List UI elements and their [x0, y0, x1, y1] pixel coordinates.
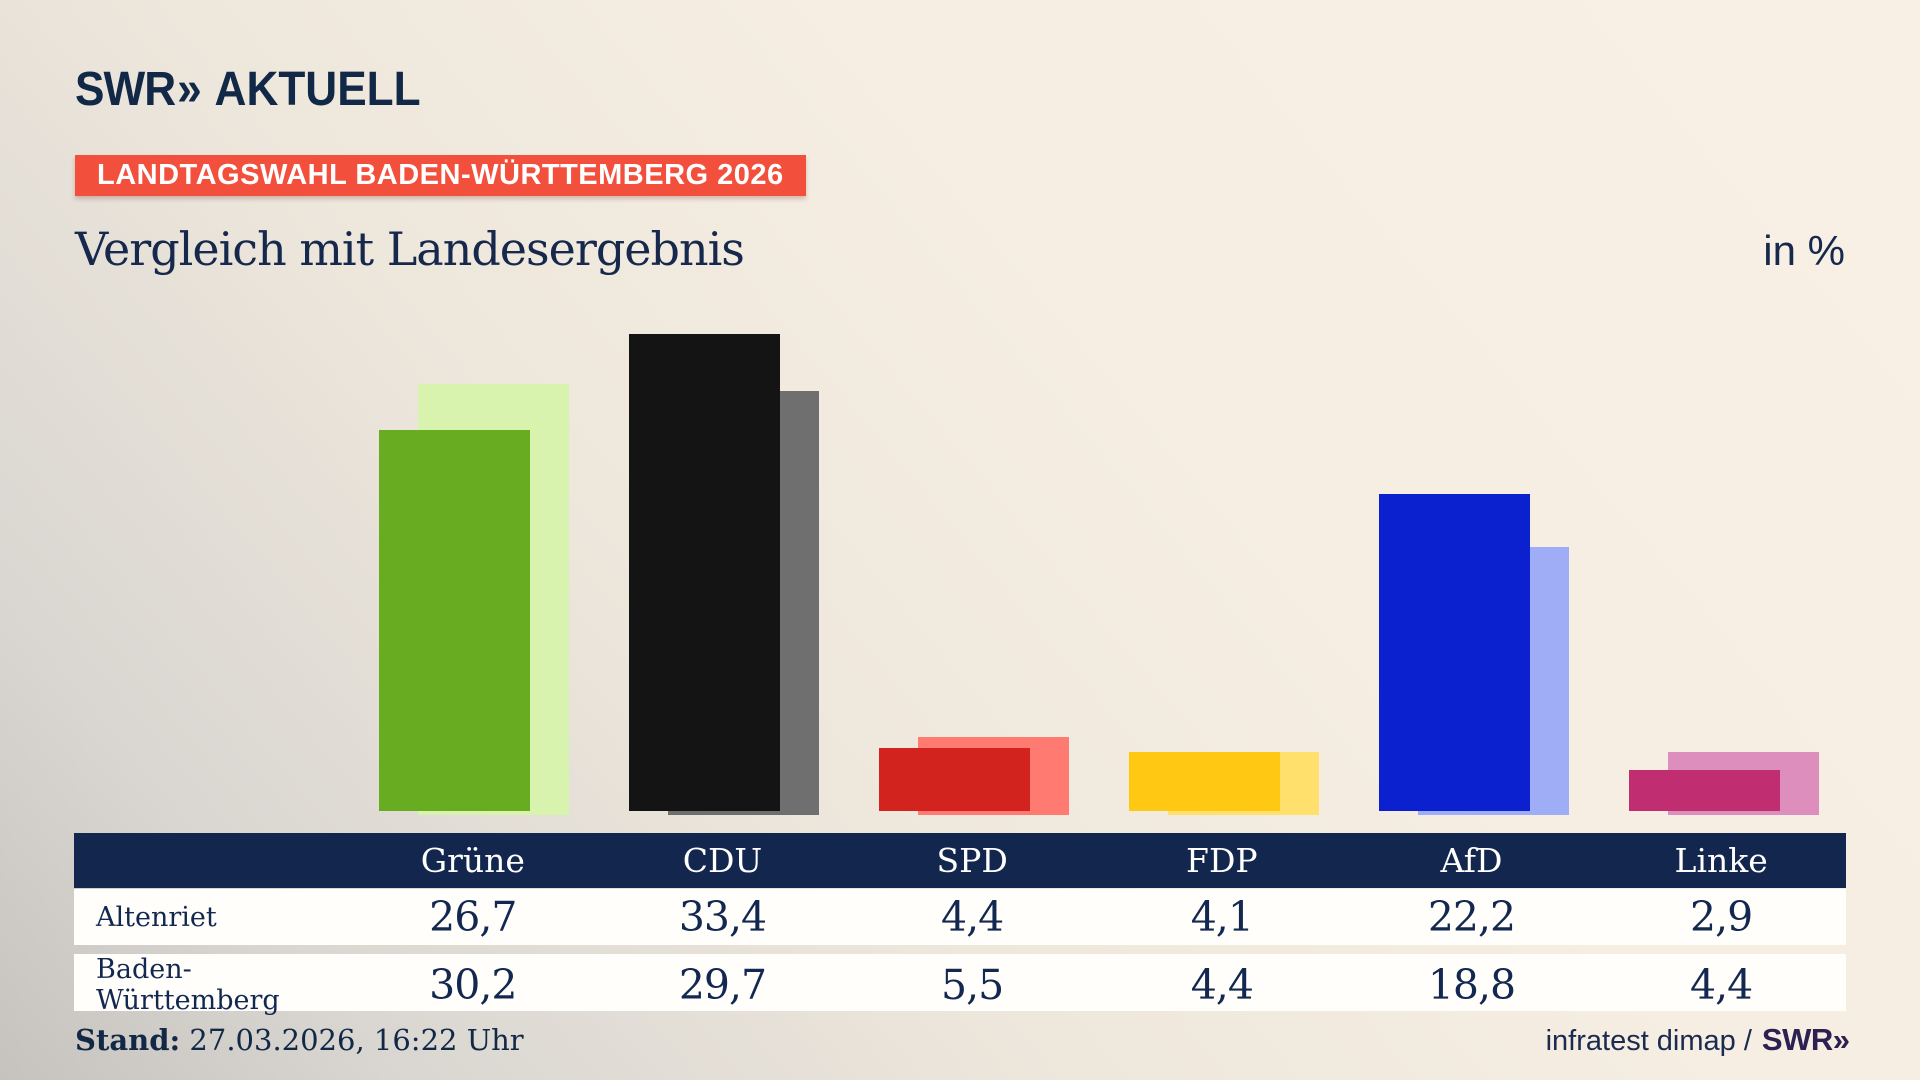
value-cell: 30,2	[429, 961, 517, 1009]
table-header-afd: AfD	[1440, 841, 1503, 880]
bar-grune-altenriet	[379, 430, 530, 811]
swr-logo-small: SWR»	[1761, 1022, 1850, 1058]
table-row-altenriet: Altenriet 26,7 33,4 4,4 4,1 22,2 2,9	[74, 889, 1846, 945]
footer: Stand: 27.03.2026, 16:22 Uhr infratest d…	[75, 1022, 1851, 1058]
bar-spd-altenriet	[879, 748, 1030, 811]
table-header-row: Grüne CDU SPD FDP AfD Linke	[74, 833, 1846, 888]
table-header-cdu: CDU	[682, 841, 763, 880]
value-cell: 18,8	[1427, 961, 1516, 1009]
stand-label: Stand:	[75, 1023, 181, 1057]
value-cell: 29,7	[678, 961, 767, 1009]
table-header-linke: Linke	[1674, 841, 1768, 880]
stand-value: 27.03.2026, 16:22 Uhr	[180, 1023, 524, 1057]
title-row: Vergleich mit Landesergebnis in %	[75, 222, 1845, 276]
source-text: infratest dimap /	[1545, 1025, 1752, 1057]
aktuell-logo-text: AKTUELL	[214, 63, 421, 116]
chart-title: Vergleich mit Landesergebnis	[75, 222, 745, 276]
table-header-spd: SPD	[936, 841, 1008, 880]
unit-label: in %	[1763, 227, 1845, 274]
value-cell: 4,4	[941, 893, 1004, 941]
value-cell: 26,7	[429, 893, 517, 941]
row-label: Baden-Württemberg	[96, 954, 280, 1016]
value-cell: 4,4	[1690, 961, 1753, 1009]
bar-afd-altenriet	[1379, 494, 1530, 811]
bar-fdp-altenriet	[1129, 752, 1280, 811]
bar-cdu-altenriet	[629, 334, 780, 811]
table-header-fdp: FDP	[1186, 841, 1258, 880]
swr-small-text: SWR	[1761, 1022, 1833, 1057]
value-cell: 22,2	[1427, 893, 1516, 941]
value-cell: 4,1	[1190, 893, 1254, 941]
value-cell: 4,4	[1190, 961, 1254, 1009]
table-row-baden-wuerttemberg: Baden-Württemberg 30,2 29,7 5,5 4,4 18,8…	[74, 954, 1846, 1016]
bar-linke-altenriet	[1629, 770, 1780, 811]
value-cell: 2,9	[1690, 893, 1753, 941]
row-label: Altenriet	[96, 901, 217, 933]
election-badge: LANDTAGSWAHL BADEN-WÜRTTEMBERG 2026	[75, 155, 806, 196]
double-chevron-icon: »	[1832, 1022, 1850, 1057]
stand-timestamp: Stand: 27.03.2026, 16:22 Uhr	[75, 1023, 524, 1057]
table-header-gruene: Grüne	[420, 841, 525, 880]
swr-aktuell-logo: SWR» AKTUELL	[75, 62, 421, 117]
results-table: Grüne CDU SPD FDP AfD Linke Altenriet 26…	[74, 833, 1846, 1016]
swr-logo-text: SWR	[75, 63, 176, 116]
source-credit: infratest dimap / SWR»	[1545, 1022, 1851, 1058]
value-cell: 5,5	[941, 961, 1004, 1009]
value-cell: 33,4	[678, 893, 767, 941]
